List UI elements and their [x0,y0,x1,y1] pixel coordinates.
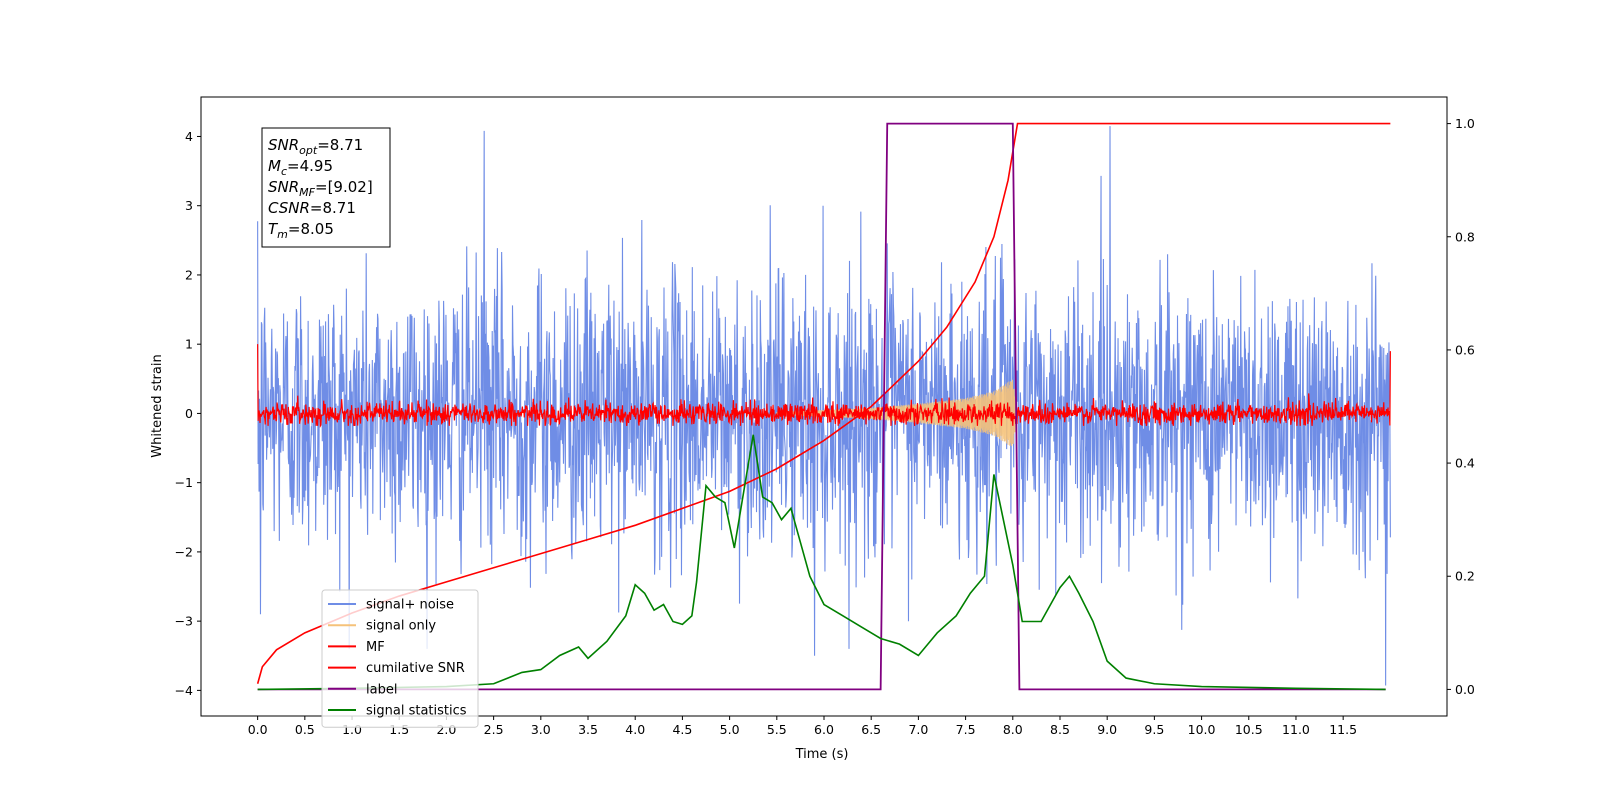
legend-label: cumilative SNR [366,661,465,676]
y-tick-label: 1 [185,337,193,352]
x-tick-label: 6.0 [814,722,834,737]
y-tick-label: 3 [185,198,193,213]
series-signal-statistics-line [257,434,1386,691]
annotation-symbol: T [268,220,279,238]
x-tick-label: 4.0 [625,722,645,737]
x-tick-label: 7.0 [908,722,928,737]
y-axis-left: −4 −3 −2 −1 0 1 2 3 4 [175,129,201,698]
annotation-value: =[9.02] [315,178,373,196]
series-label-line [257,122,1386,691]
annotation-frame [261,127,391,248]
legend-label: MF [366,640,385,655]
annotation-line: Mc=4.95 [268,157,333,178]
legend-label: label [366,682,397,697]
legend-frame [321,589,479,728]
y2-tick-label: 0.0 [1455,682,1475,697]
x-tick-label: 8.0 [1003,722,1023,737]
y-tick-label: −1 [175,475,193,490]
x-tick-label: 9.5 [1144,722,1164,737]
annotation-subscript: m [277,228,288,241]
y-tick-label: 4 [185,129,193,144]
y2-tick-label: 0.8 [1455,229,1475,244]
x-tick-label: 10.0 [1188,722,1216,737]
y-tick-label: 0 [185,406,193,421]
x-tick-label: 9.0 [1097,722,1117,737]
y2-tick-label: 0.2 [1455,569,1475,584]
annotation-line: SNRMF=[9.02] [268,178,373,199]
y-axis-label: Whitened strain [150,354,165,457]
legend-label: signal statistics [366,704,467,719]
x-axis-label: Time (s) [795,747,849,762]
annotation-line: SNRopt=8.71 [268,136,363,157]
y2-tick-label: 0.6 [1455,342,1475,357]
annotation-box: SNRopt=8.71Mc=4.95SNRMF=[9.02]CSNR=8.71T… [261,127,391,248]
y-axis-right: 0.0 0.2 0.4 0.6 0.8 1.0 [1447,116,1475,697]
x-tick-label: 3.0 [531,722,551,737]
annotation-subscript: MF [299,186,315,199]
x-tick-label: 0.0 [248,722,268,737]
legend-label: signal only [366,619,436,634]
series-mf-line [257,344,1391,428]
x-tick-label: 11.0 [1282,722,1310,737]
annotation-subscript: opt [299,144,318,157]
x-tick-label: 4.5 [672,722,692,737]
y2-tick-label: 1.0 [1455,116,1475,131]
y2-tick-label: 0.4 [1455,456,1475,471]
annotation-value: =8.05 [288,220,334,238]
y-tick-label: −2 [175,544,193,559]
annotation-symbol: SNR [268,136,299,154]
x-tick-label: 2.5 [484,722,504,737]
annotation-symbol: CSNR [268,199,310,217]
x-tick-label: 7.5 [956,722,976,737]
x-tick-label: 10.5 [1235,722,1263,737]
x-tick-label: 6.5 [861,722,881,737]
annotation-value: =8.71 [310,199,356,217]
x-tick-label: 5.0 [720,722,740,737]
y-tick-label: −3 [175,614,193,629]
y-tick-label: −4 [175,683,193,698]
x-tick-label: 11.5 [1329,722,1357,737]
annotation-symbol: SNR [268,178,299,196]
annotation-value: =4.95 [287,157,333,175]
legend-label: signal+ noise [366,598,454,613]
x-tick-label: 0.5 [295,722,315,737]
x-tick-label: 5.5 [767,722,787,737]
x-tick-label: 3.5 [578,722,598,737]
x-tick-label: 8.5 [1050,722,1070,737]
annotation-line: CSNR=8.71 [268,199,356,217]
annotation-symbol: M [268,157,281,175]
legend: signal+ noise signal only MF cumilative SNR… [321,589,479,728]
y-tick-label: 2 [185,267,193,282]
annotation-line: Tm=8.05 [268,220,334,241]
series-signal-noise-line [257,126,1391,686]
annotation-subscript: c [281,165,287,178]
annotation-value: =8.71 [317,136,363,154]
